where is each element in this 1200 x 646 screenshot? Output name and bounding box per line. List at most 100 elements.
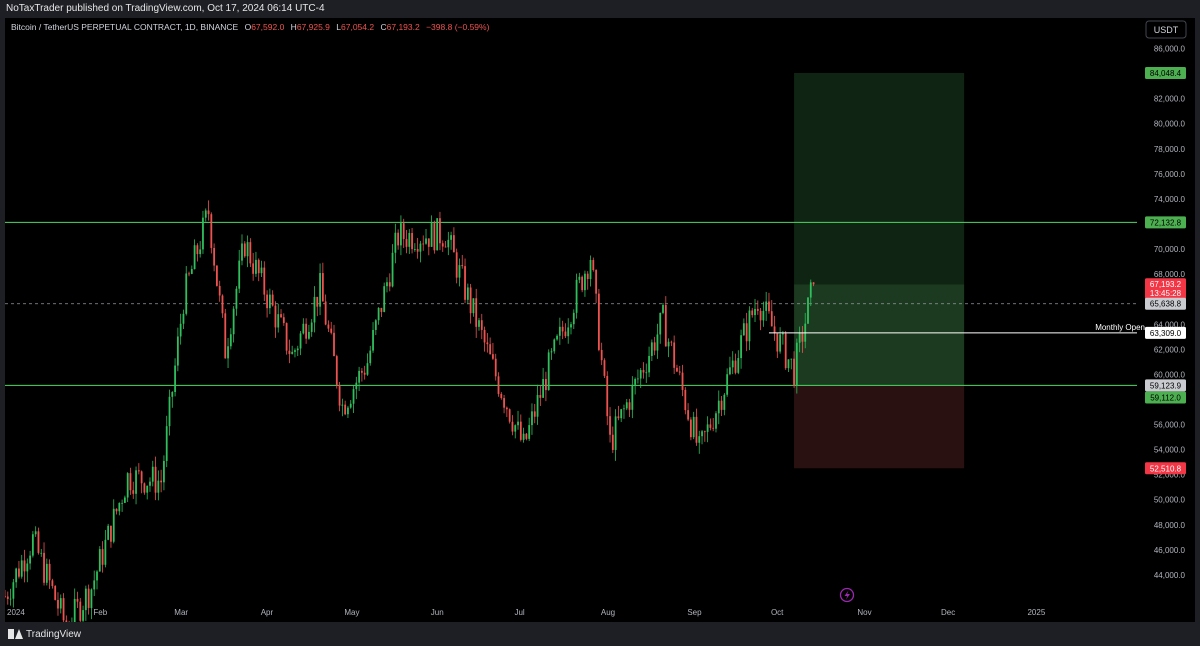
entry-price-box [1145, 391, 1186, 404]
candle-body [23, 560, 26, 572]
candle-body [600, 349, 603, 361]
candle-body [352, 389, 355, 404]
candle-body [519, 421, 522, 440]
candle-body [411, 233, 413, 250]
time-tick-label: Jul [514, 608, 524, 617]
candle-body [617, 416, 620, 419]
candle-body [709, 424, 712, 428]
candle-body [165, 426, 168, 461]
candle-body [422, 243, 425, 245]
candle-body [500, 393, 503, 399]
time-tick-label: Mar [174, 608, 188, 617]
candle-body [266, 294, 268, 309]
candle-body [567, 327, 570, 337]
candle-body [433, 222, 436, 251]
target-zone-filled [794, 284, 965, 386]
candle-body [609, 416, 611, 435]
monthly-open-price-label-text: 63,309.0 [1150, 329, 1182, 338]
candle-body [472, 298, 475, 314]
candle-body [369, 350, 372, 364]
currency-button[interactable] [1145, 20, 1187, 39]
candle-body [564, 331, 567, 337]
candle-body [653, 342, 656, 351]
candle-body [132, 490, 135, 494]
candle-body [542, 378, 545, 398]
low-value: 67,054.2 [341, 22, 374, 32]
candle-body [341, 404, 344, 406]
candle-body [517, 421, 519, 426]
candle-body [260, 267, 263, 274]
candle-body [271, 294, 274, 306]
candle-body [572, 312, 575, 325]
candle-body [62, 598, 65, 621]
candle-body [570, 324, 572, 328]
candle-body [229, 334, 232, 347]
price-tick-label: 62,000.0 [1154, 345, 1186, 354]
candle-body [553, 339, 556, 352]
candle-body [425, 238, 427, 244]
open-label: O [245, 22, 252, 32]
candle-body [143, 483, 146, 493]
candle-body [154, 466, 157, 493]
candle-body [737, 358, 740, 373]
tradingview-logo-icon [8, 629, 23, 639]
candle-body [176, 336, 179, 366]
candle-body [82, 610, 84, 621]
candle-body [670, 341, 673, 343]
candle-body [528, 425, 531, 439]
candle-body [715, 413, 717, 429]
candle-body [592, 260, 595, 271]
candle-body [188, 273, 190, 275]
support-price-label-box [1145, 379, 1186, 392]
price-tick-label: 52,000.0 [1154, 471, 1186, 480]
candle-body [207, 210, 210, 215]
dashed-level-price-label-text: 65,638.8 [1150, 300, 1182, 309]
candle-body [18, 568, 20, 577]
time-axis[interactable]: 2024 Feb Mar Apr May Jun Jul Aug Sep Oct Nov Dec 202… [7, 608, 1046, 617]
candle-body [558, 326, 561, 336]
footer-bar: TradingView [0, 622, 1200, 646]
candle-body [110, 525, 112, 542]
candle-body [483, 329, 486, 343]
time-tick-label: Jun [431, 608, 444, 617]
candle-body [93, 580, 96, 590]
price-tick-label: 46,000.0 [1154, 546, 1186, 555]
candle-body [734, 360, 737, 373]
price-axis[interactable]: 86,000.084,000.082,000.080,000.078,000.0… [1154, 45, 1186, 580]
candle-body [57, 599, 59, 609]
candle-body [478, 320, 480, 327]
candle-body [179, 323, 182, 337]
candle-body [754, 308, 756, 316]
candle-body [480, 320, 483, 330]
candle-body [793, 358, 795, 386]
time-tick-label: Sep [687, 608, 702, 617]
candle-body [299, 333, 302, 349]
candle-body [628, 402, 631, 410]
candle-body [26, 563, 29, 572]
candle-body [475, 298, 478, 327]
candle-body [171, 392, 174, 397]
lightning-icon[interactable] [839, 587, 855, 603]
candle-body [645, 372, 648, 374]
candle-body [397, 232, 400, 246]
price-tick-label: 76,000.0 [1154, 170, 1186, 179]
tradingview-logo[interactable]: TradingView [8, 627, 81, 641]
candle-body [455, 252, 458, 278]
candle-body [168, 396, 171, 427]
stop-price-label-box [1145, 462, 1186, 475]
price-tick-label: 44,000.0 [1154, 571, 1186, 580]
chart-panel[interactable]: Monthly Open Bitcoin / TetherUS PERPETUA… [4, 18, 1195, 642]
candle-body [294, 350, 296, 352]
candle-body [129, 473, 132, 491]
candle-body [798, 332, 801, 343]
candle-body [327, 324, 330, 329]
candle-body [578, 276, 581, 280]
candle-body [383, 286, 386, 312]
candle-body [319, 273, 321, 307]
price-chart[interactable]: Monthly Open Bitcoin / TetherUS PERPETUA… [4, 18, 1195, 642]
candle-body [216, 265, 218, 286]
currency-button-label[interactable]: USDT [1154, 25, 1179, 35]
candle-body [363, 372, 366, 375]
candle-body [623, 408, 625, 410]
candle-body [204, 210, 207, 218]
